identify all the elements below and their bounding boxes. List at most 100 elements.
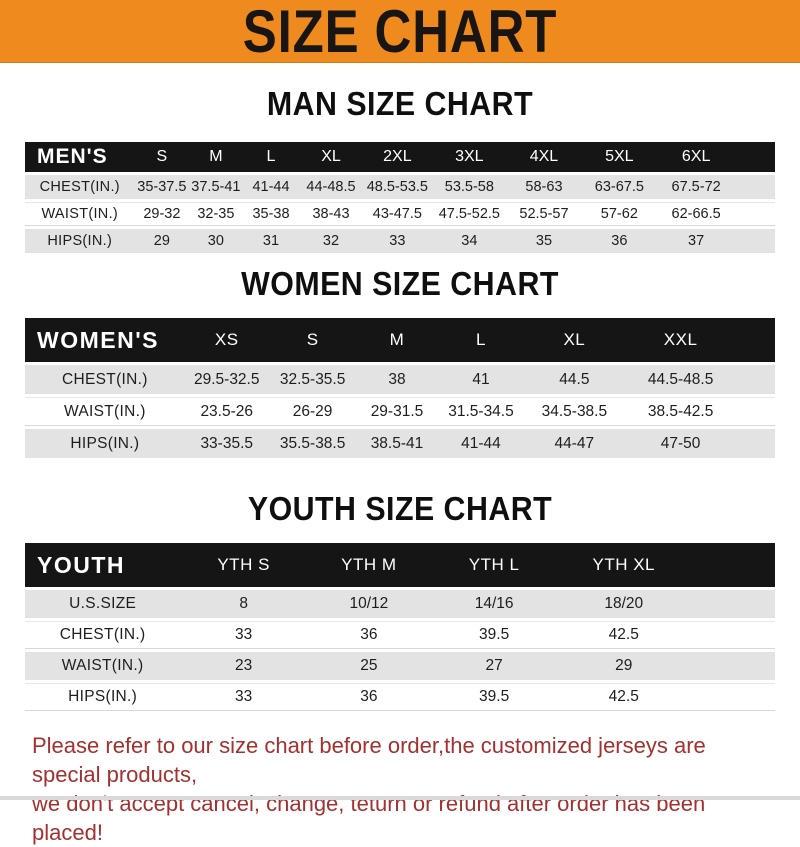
- size-value: 26-29: [268, 397, 357, 426]
- men-size-column-header: XL: [299, 142, 363, 172]
- size-value: 8: [180, 590, 307, 618]
- size-value: 10/12: [307, 590, 431, 618]
- row-label: WAIST(IN.): [25, 202, 135, 226]
- women-measure-row: CHEST(IN.) 29.5-32.5 32.5-35.5 38 41 44.5 44.5…: [25, 365, 775, 394]
- size-value: 29.5-32.5: [184, 365, 269, 394]
- youth-size-column-header: YTH L: [430, 543, 558, 587]
- size-value: 38: [356, 365, 438, 394]
- size-value: 32-35: [189, 202, 243, 226]
- women-size-column-header: M: [356, 318, 438, 362]
- size-value: 36: [581, 229, 658, 253]
- youth-size-column-header: YTH S: [180, 543, 307, 587]
- men-size-column-header: 5XL: [581, 142, 658, 172]
- men-size-column-header: M: [189, 142, 243, 172]
- size-value: 33: [180, 621, 307, 649]
- men-size-column-header: 3XL: [432, 142, 507, 172]
- size-value: 23.5-26: [184, 397, 269, 426]
- row-label: U.S.SIZE: [25, 590, 181, 618]
- women-size-column-header: XS: [184, 318, 269, 362]
- footer-disclaimer: Please refer to our size chart before or…: [32, 731, 770, 847]
- size-value: 34.5-38.5: [524, 397, 625, 426]
- men-measure-row: CHEST(IN.) 35-37.5 37.5-41 41-44 44-48.5 48.5…: [25, 175, 775, 199]
- women-measure-row: WAIST(IN.) 23.5-26 26-29 29-31.5 31.5-34.5 34…: [25, 397, 775, 426]
- size-value: 63-67.5: [581, 175, 658, 199]
- size-value: 18/20: [557, 590, 775, 618]
- row-label: CHEST(IN.): [25, 365, 185, 394]
- size-value: 32: [299, 229, 363, 253]
- row-label: CHEST(IN.): [25, 621, 181, 649]
- size-value: 44-47: [524, 429, 625, 458]
- size-value: 33: [362, 229, 433, 253]
- row-label: HIPS(IN.): [25, 429, 185, 458]
- women-size-column-header: XL: [524, 318, 625, 362]
- size-value: 35-37.5: [134, 175, 190, 199]
- size-value: 35.5-38.5: [268, 429, 357, 458]
- size-value: 42.5: [557, 683, 775, 711]
- size-value: 33-35.5: [184, 429, 269, 458]
- size-value: 29-31.5: [356, 397, 438, 426]
- row-label: CHEST(IN.): [25, 175, 135, 199]
- size-value: 29-32: [134, 202, 190, 226]
- size-value: 38-43: [299, 202, 363, 226]
- size-value: 41-44: [242, 175, 300, 199]
- size-value: 43-47.5: [362, 202, 433, 226]
- size-value: 37: [657, 229, 775, 253]
- banner-title: SIZE CHART: [242, 0, 558, 65]
- size-value: 33: [180, 683, 307, 711]
- youth-size-column-header: YTH M: [307, 543, 431, 587]
- size-value: 29: [557, 652, 775, 680]
- row-label: HIPS(IN.): [25, 229, 135, 253]
- youth-size-column-header: YTH XL: [557, 543, 775, 587]
- men-size-table: MEN'S S M L XL 2XL 3XL 4XL 5XL 6XL CHEST(IN.) 35-37…: [25, 139, 775, 256]
- size-value: 35-38: [242, 202, 300, 226]
- women-size-column-header: S: [268, 318, 357, 362]
- row-label: HIPS(IN.): [25, 683, 181, 711]
- size-value: 31.5-34.5: [437, 397, 525, 426]
- size-value: 42.5: [557, 621, 775, 649]
- size-value: 44-48.5: [299, 175, 363, 199]
- men-measure-row: WAIST(IN.) 29-32 32-35 35-38 38-43 43-47.5 47.…: [25, 202, 775, 226]
- men-section-title: MAN SIZE CHART: [266, 85, 534, 122]
- size-value: 31: [242, 229, 300, 253]
- disclaimer-line-1: Please refer to our size chart before or…: [32, 733, 706, 787]
- size-value: 48.5-53.5: [362, 175, 433, 199]
- men-table-label: MEN'S: [25, 142, 135, 172]
- youth-measure-row: CHEST(IN.) 33 36 39.5 42.5: [25, 621, 775, 649]
- women-size-column-header: L: [437, 318, 525, 362]
- size-value: 27: [430, 652, 558, 680]
- size-value: 37.5-41: [189, 175, 243, 199]
- size-value: 36: [307, 621, 431, 649]
- youth-table-label: YOUTH: [25, 543, 181, 587]
- size-value: 14/16: [430, 590, 558, 618]
- youth-measure-row: WAIST(IN.) 23 25 27 29: [25, 652, 775, 680]
- women-table-label: WOMEN'S: [25, 318, 185, 362]
- size-value: 58-63: [506, 175, 582, 199]
- size-value: 47-50: [624, 429, 775, 458]
- size-value: 38.5-42.5: [624, 397, 775, 426]
- men-size-column-header: L: [242, 142, 300, 172]
- size-value: 62-66.5: [657, 202, 775, 226]
- size-value: 23: [180, 652, 307, 680]
- bottom-edge-strip: [0, 796, 800, 800]
- youth-header-row: YOUTH YTH S YTH M YTH L YTH XL: [25, 543, 775, 587]
- men-size-column-header: 4XL: [506, 142, 582, 172]
- size-value: 39.5: [430, 683, 558, 711]
- women-section-title: WOMEN SIZE CHART: [241, 265, 559, 302]
- size-value: 25: [307, 652, 431, 680]
- size-value: 38.5-41: [356, 429, 438, 458]
- row-label: WAIST(IN.): [25, 652, 181, 680]
- size-value: 34: [432, 229, 507, 253]
- size-value: 41-44: [437, 429, 525, 458]
- women-size-table: WOMEN'S XS S M L XL XXL CHEST(IN.) 29.5-32.5 32.5…: [25, 315, 775, 461]
- size-value: 44.5: [524, 365, 625, 394]
- men-measure-row: HIPS(IN.) 29 30 31 32 33 34 35 36 37: [25, 229, 775, 253]
- size-value: 47.5-52.5: [432, 202, 507, 226]
- size-value: 41: [437, 365, 525, 394]
- women-size-column-header: XXL: [624, 318, 775, 362]
- youth-section-title: YOUTH SIZE CHART: [247, 490, 553, 527]
- youth-measure-row: HIPS(IN.) 33 36 39.5 42.5: [25, 683, 775, 711]
- size-value: 67.5-72: [657, 175, 775, 199]
- size-value: 44.5-48.5: [624, 365, 775, 394]
- size-value: 53.5-58: [432, 175, 507, 199]
- women-measure-row: HIPS(IN.) 33-35.5 35.5-38.5 38.5-41 41-44 44-…: [25, 429, 775, 458]
